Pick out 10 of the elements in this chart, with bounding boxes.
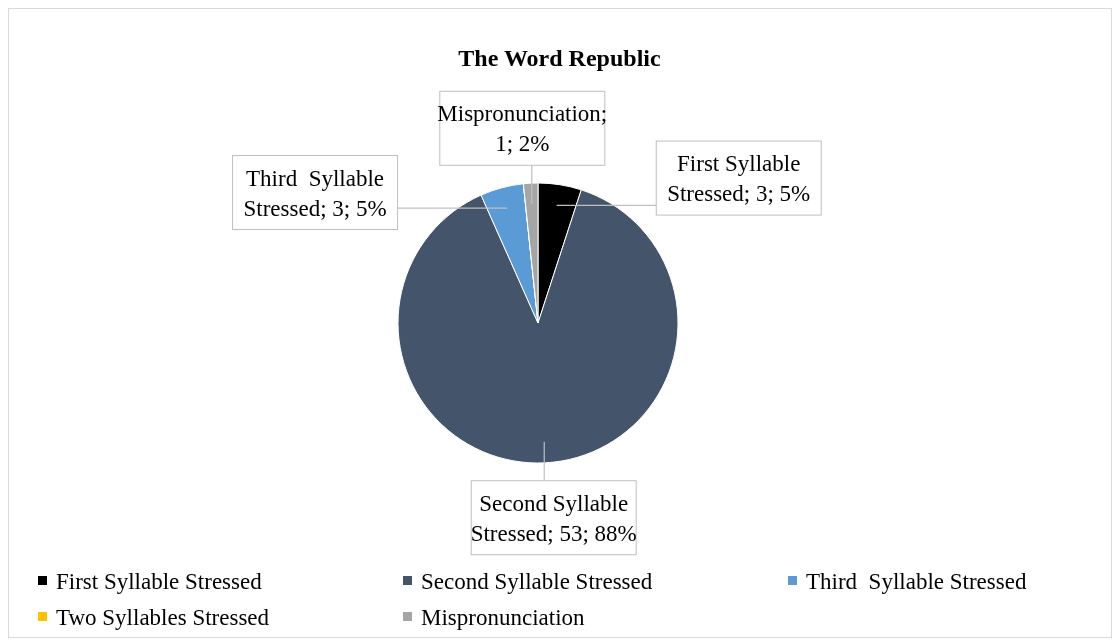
legend-label: Second Syllable Stressed [421,569,653,594]
data-label: Mispronunciation; 1; 2% [437,101,608,157]
legend-label: Two Syllables Stressed [56,605,270,630]
legend-label: Third Syllable Stressed [806,569,1027,594]
data-label: First Syllable Stressed; 3; 5% [667,151,811,207]
data-label: Second Syllable Stressed; 53; 88% [470,490,637,546]
chart-title: The Word Republic [458,45,661,71]
legend-label: Mispronunciation [421,605,586,630]
data-label: Third Syllable Stressed; 3; 5% [243,165,387,221]
legend-label: First Syllable Stressed [56,569,263,594]
